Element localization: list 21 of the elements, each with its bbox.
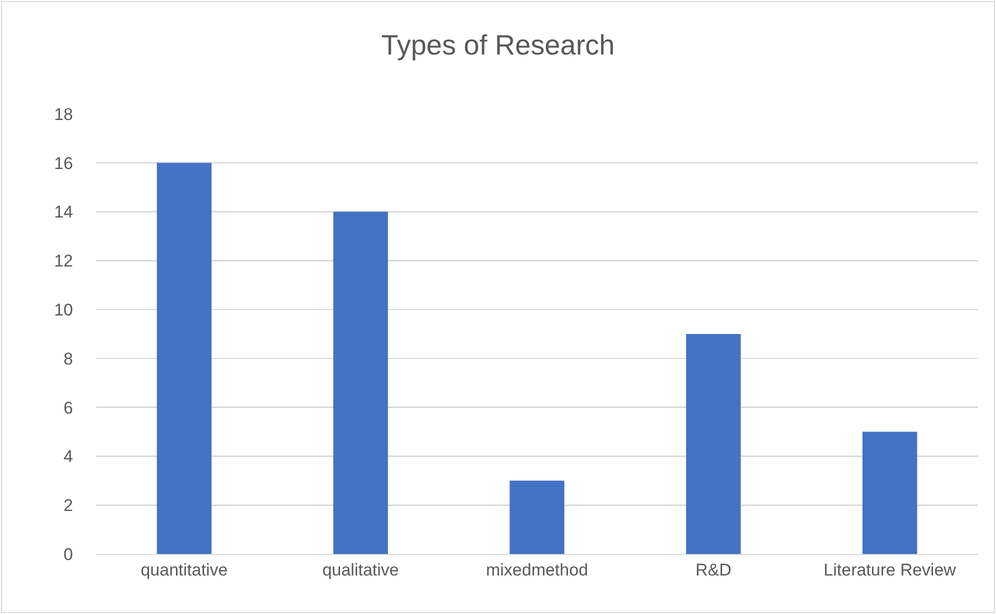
y-tick-label: 12 [54,252,73,271]
bar [686,334,741,554]
x-tick-label: qualitative [322,560,399,580]
y-tick-label: 10 [54,300,73,320]
x-tick-label: Literature Review [824,560,957,580]
bar [156,162,212,554]
y-tick-label: 16 [54,154,73,173]
y-tick-label: 14 [54,202,73,222]
bar [333,212,388,554]
y-tick-label: 2 [64,496,73,516]
y-tick-label: 4 [64,447,73,466]
x-tick-label: mixedmethod [486,560,588,580]
x-tick-label: quantitative [140,560,228,580]
y-tick-label: 0 [64,544,73,564]
bar [510,480,564,554]
y-tick-label: 8 [64,349,73,368]
chart-title: Types of Research [381,30,615,60]
x-tick-label: R&D [695,560,732,580]
y-tick-label: 6 [64,398,73,418]
y-tick-label: 18 [54,104,73,124]
bar [862,432,918,554]
